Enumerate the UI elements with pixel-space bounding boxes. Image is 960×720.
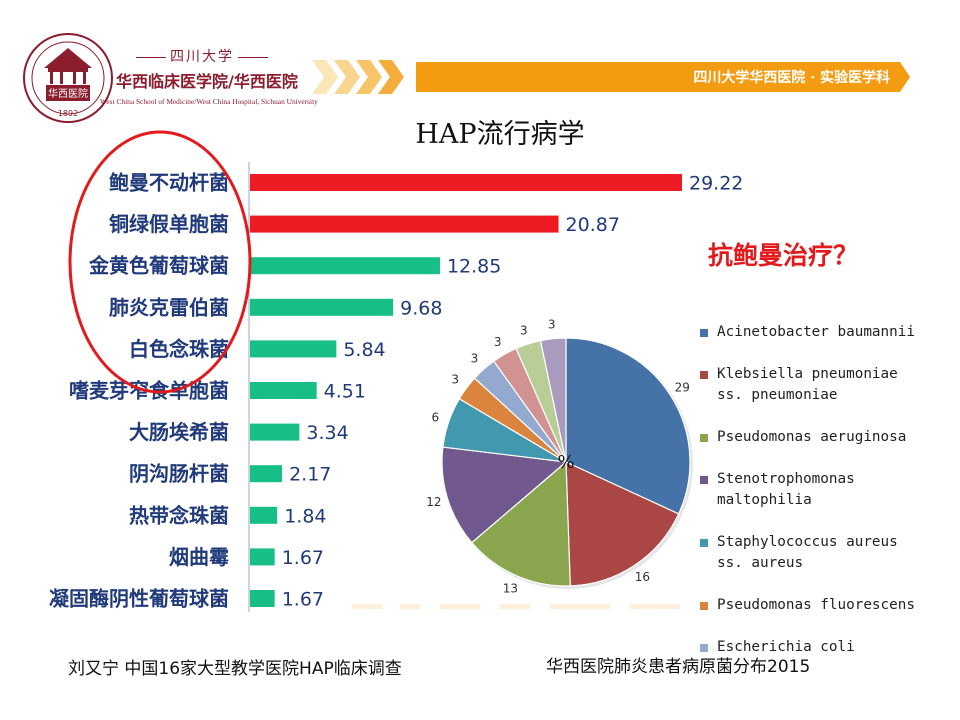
pie-value-label: 3 (451, 373, 459, 387)
pie-value-label: 6 (432, 411, 440, 425)
legend-swatch (700, 371, 708, 379)
bar-category-label: 白色念珠菌 (129, 337, 229, 361)
legend-swatch (700, 476, 708, 484)
highlight-ellipse (68, 130, 252, 394)
bar-category-label: 烟曲霉 (169, 545, 229, 569)
chevron-icon (312, 60, 338, 94)
legend-item: Stenotrophomonas maltophilia (700, 469, 945, 511)
pie-slice (565, 461, 680, 587)
bar-category-label: 大肠埃希菌 (129, 420, 229, 444)
pie-legend: Acinetobacter baumannii Klebsiella pneumo… (700, 322, 945, 679)
bar (250, 423, 300, 441)
bar-value-label: 3.34 (306, 422, 348, 444)
bar-value-label: 2.17 (289, 464, 331, 486)
pie-value-label: 3 (520, 324, 528, 338)
pie-slice (565, 337, 691, 515)
school-name: 四川大学 (132, 46, 272, 66)
bar (250, 506, 278, 524)
pie-center-label: % (557, 452, 574, 473)
legend-item: Acinetobacter baumannii (700, 322, 945, 343)
legend-label: Klebsiella pneumoniae ss. pneumoniae (717, 366, 898, 403)
bar-value-label: 9.68 (400, 297, 442, 319)
school-full-name: 华西临床医学院/华西医院 (116, 72, 298, 91)
legend-swatch (700, 602, 708, 610)
bar (250, 298, 394, 316)
bar (250, 590, 275, 607)
legend-item: Pseudomonas aeruginosa (700, 427, 945, 448)
legend-item: Klebsiella pneumoniae ss. pneumoniae (700, 364, 945, 406)
pie-value-label: 12 (426, 495, 441, 509)
bar-value-label: 5.84 (343, 339, 385, 361)
bar-value-label: 4.51 (324, 381, 366, 403)
bar-value-label: 1.67 (282, 589, 324, 611)
pie-value-label: 29 (675, 381, 690, 395)
legend-item: Pseudomonas fluorescens (700, 595, 945, 616)
legend-swatch (700, 644, 708, 652)
pie-value-label: 13 (503, 581, 518, 595)
bar-chart-caption: 刘又宁 中国16家大型教学医院HAP临床调查 (68, 659, 402, 679)
legend-swatch (700, 329, 708, 337)
bar-value-label: 1.67 (282, 547, 324, 569)
header-banner (312, 60, 910, 94)
bar (250, 548, 275, 566)
bar-category-label: 凝固酶阴性葡萄球菌 (49, 587, 229, 611)
legend-label: Escherichia coli (717, 639, 855, 655)
pie-slice (470, 460, 571, 587)
pie-value-label: 3 (494, 335, 502, 349)
pie-slice (539, 337, 567, 463)
legend-label: Acinetobacter baumannii (717, 324, 915, 340)
pie-value-label: 3 (548, 318, 556, 332)
bar (250, 382, 317, 399)
bar-value-label: 12.85 (447, 256, 501, 278)
pie-slice (441, 446, 568, 544)
pie-chart-caption: 华西医院肺炎患者病原菌分布2015 (546, 657, 811, 677)
logo-text: 华西医院 (48, 87, 88, 100)
bar (250, 257, 440, 275)
chevron-icon (378, 60, 404, 94)
bar-category-label: 肺炎克雷伯菌 (109, 295, 229, 319)
chevron-icon (356, 60, 382, 94)
chevron-icon (334, 60, 360, 94)
bar-value-label: 20.87 (566, 214, 620, 236)
bar-category-label: 阴沟肠杆菌 (129, 462, 229, 486)
legend-item: Staphylococcus aureus ss. aureus (700, 532, 945, 574)
logo-year: 1892 (58, 109, 78, 118)
bar (250, 465, 283, 483)
legend-label: Staphylococcus aureus ss. aureus (717, 534, 898, 571)
legend-swatch (700, 434, 708, 442)
school-english-name: West China School of Medicine/West China… (100, 97, 318, 106)
legend-label: Pseudomonas fluorescens (717, 597, 915, 613)
faded-strip (352, 604, 680, 609)
bar-value-label: 1.84 (284, 505, 326, 527)
pie-value-label: 3 (471, 352, 479, 366)
legend-label: Stenotrophomonas maltophilia (717, 471, 855, 508)
page-title: HAP流行病学 (415, 119, 585, 150)
legend-item: Escherichia coli (700, 637, 945, 658)
legend-swatch (700, 539, 708, 547)
bar-category-label: 金黄色葡萄球菌 (88, 254, 229, 278)
bar-category-label: 铜绿假单胞菌 (109, 212, 229, 236)
bar (250, 340, 337, 358)
bar (250, 174, 682, 191)
banner-text: 四川大学华西医院 · 实验医学科 (693, 70, 890, 86)
bar-category-label: 鲍曼不动杆菌 (109, 171, 229, 195)
bar (250, 215, 559, 233)
legend-label: Pseudomonas aeruginosa (717, 429, 907, 445)
question-annotation: 抗鲍曼治疗？ (708, 241, 859, 270)
bar-category-label: 热带念珠菌 (129, 503, 229, 527)
hospital-logo: 华西医院 1892 (22, 32, 114, 124)
bar-value-label: 29.22 (689, 173, 743, 195)
pie-value-label: 16 (635, 570, 650, 584)
